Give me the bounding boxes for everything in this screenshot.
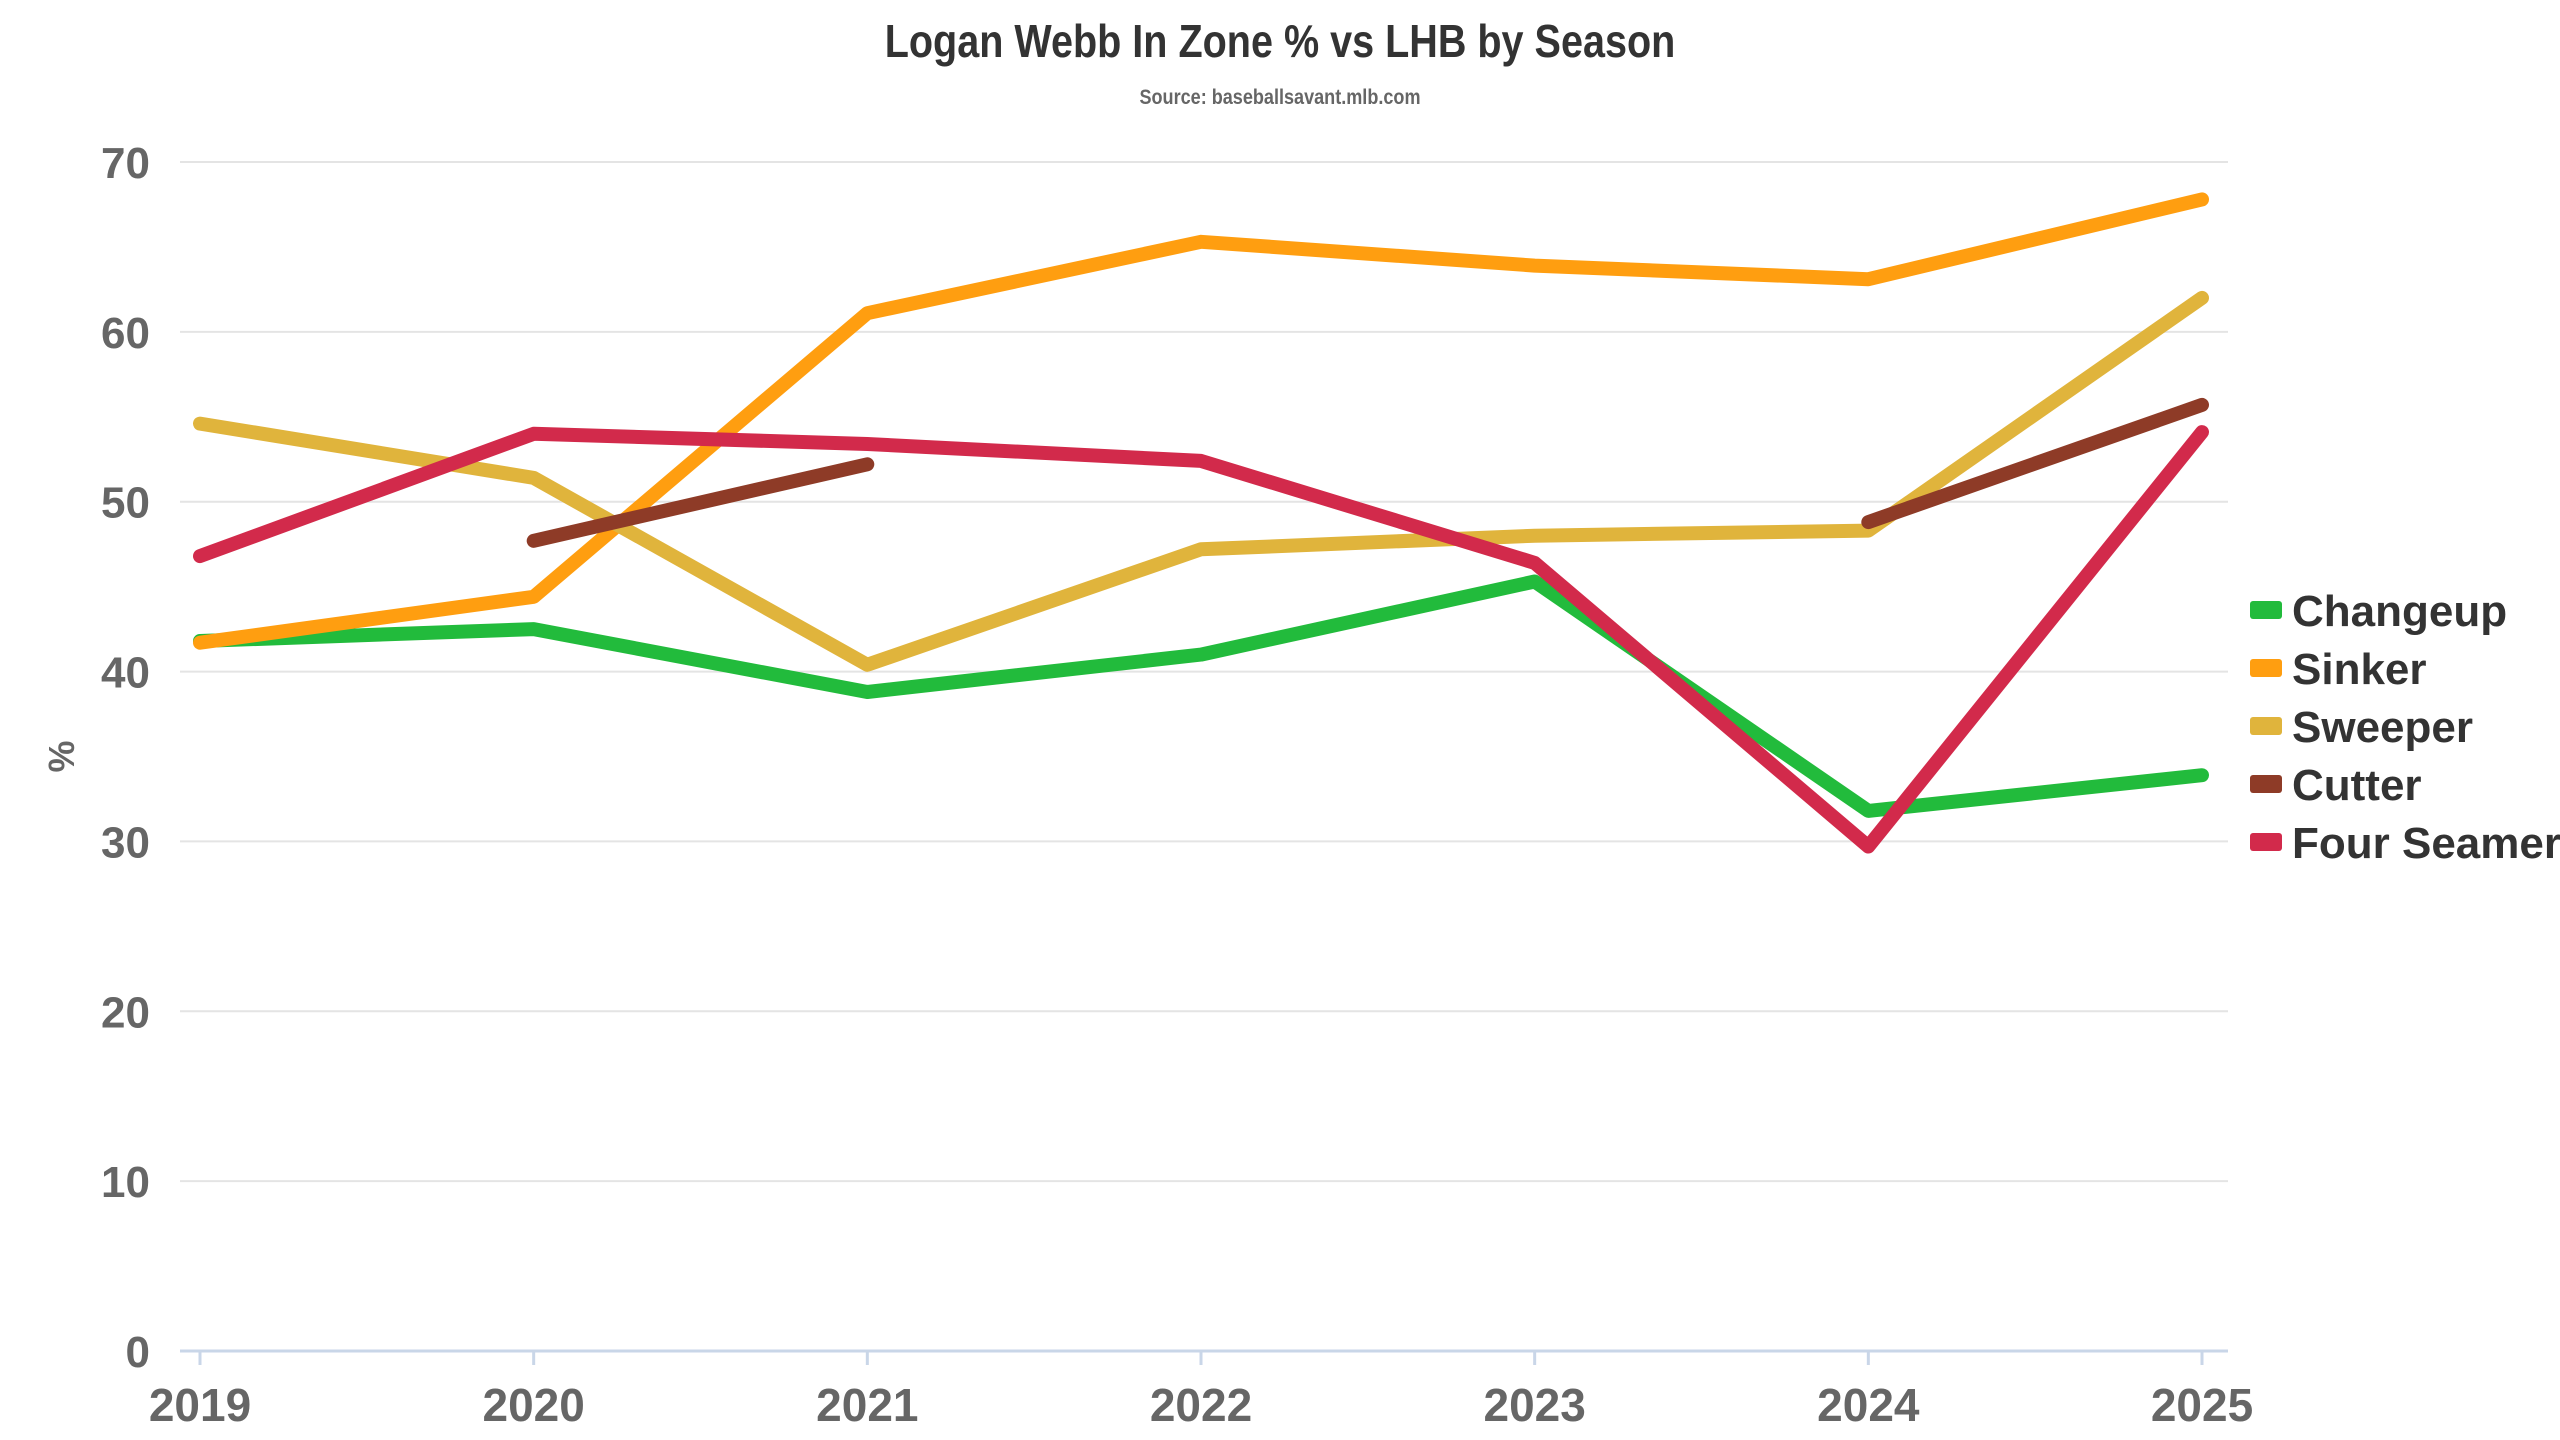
series-line [193, 192, 2209, 650]
y-tick-label: 50 [101, 479, 150, 528]
y-tick-label: 0 [126, 1328, 150, 1377]
y-tick-label: 40 [101, 649, 150, 698]
series-line [193, 290, 2209, 672]
series-line [1861, 397, 2209, 530]
series-cutter [526, 397, 2209, 548]
x-tick-label: 2023 [1483, 1379, 1585, 1431]
legend-swatch [2250, 833, 2282, 851]
legend-label: Four Seamer [2292, 819, 2560, 868]
legend[interactable]: Changeup Sinker Sweeper Cutter Four Seamer [2250, 587, 2560, 868]
series-line [526, 457, 875, 548]
legend-item[interactable]: Sweeper [2250, 703, 2473, 752]
legend-label: Cutter [2292, 761, 2422, 810]
x-tick-label: 2019 [149, 1379, 251, 1431]
x-tick-label: 2024 [1817, 1379, 1920, 1431]
y-axis-label: % [41, 740, 82, 772]
legend-label: Sweeper [2292, 703, 2473, 752]
legend-item[interactable]: Changeup [2250, 587, 2507, 636]
legend-label: Changeup [2292, 587, 2507, 636]
y-tick-label: 10 [101, 1158, 150, 1207]
chart-title: Logan Webb In Zone % vs LHB by Season [884, 15, 1676, 67]
x-tick-label: 2021 [816, 1379, 918, 1431]
legend-swatch [2250, 775, 2282, 793]
series-changeup [193, 574, 2209, 818]
legend-swatch [2250, 717, 2282, 735]
axes: 0 10 20 30 40 50 60 70 2019 2020 2021 2022 2023 2024 2… [41, 139, 2253, 1431]
x-tick-label: 2025 [2151, 1379, 2253, 1431]
y-tick-label: 30 [101, 818, 150, 867]
gridlines [180, 161, 2228, 1183]
legend-item[interactable]: Sinker [2250, 645, 2427, 694]
chart-subtitle: Source: baseballsavant.mlb.com [1139, 86, 1421, 109]
legend-swatch [2250, 659, 2282, 677]
legend-swatch [2250, 601, 2282, 619]
y-tick-label: 20 [101, 988, 150, 1037]
series-four-seamer [193, 425, 2209, 854]
legend-label: Sinker [2292, 645, 2427, 694]
series-sinker [193, 192, 2209, 650]
legend-item[interactable]: Cutter [2250, 761, 2422, 810]
x-tick-label: 2020 [482, 1379, 584, 1431]
legend-item[interactable]: Four Seamer [2250, 819, 2560, 868]
series-sweeper [193, 290, 2209, 672]
y-tick-label: 60 [101, 309, 150, 358]
series-line [193, 425, 2209, 854]
x-tick-label: 2022 [1150, 1379, 1252, 1431]
series-lines [193, 192, 2209, 854]
y-tick-label: 70 [101, 139, 150, 188]
series-line [193, 574, 2209, 818]
